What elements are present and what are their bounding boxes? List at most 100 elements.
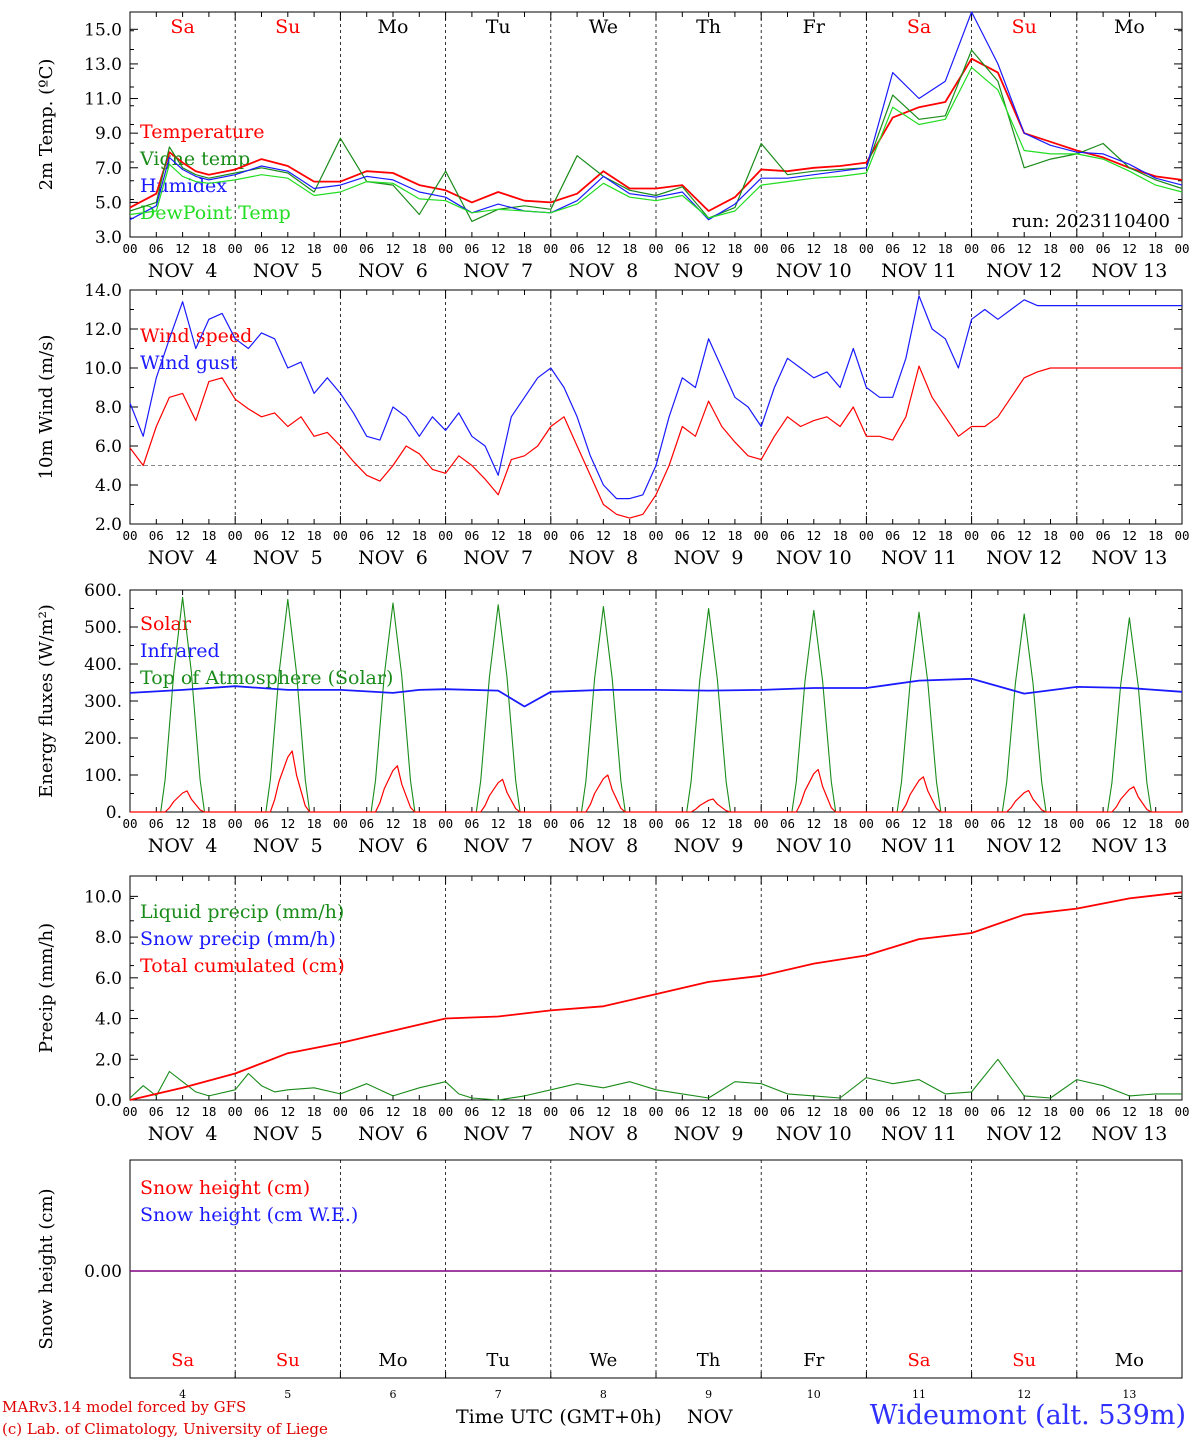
date-label: NOV 8: [569, 835, 639, 857]
day-label: Su: [1012, 16, 1037, 38]
day-label: Fr: [803, 16, 826, 38]
hour-tick-label: 12: [385, 816, 400, 831]
hour-tick-label: 12: [1122, 1104, 1137, 1119]
hour-tick-label: 18: [201, 241, 216, 256]
day-label: We: [589, 16, 618, 38]
hour-tick-label: 18: [1148, 1104, 1163, 1119]
time-axis-label: Time UTC (GMT+0h): [456, 1406, 662, 1428]
hour-tick-label: 00: [1069, 241, 1084, 256]
day-label: Tu: [486, 16, 511, 38]
bottom-day-number: 5: [284, 1388, 291, 1401]
date-label: NOV 7: [463, 835, 533, 857]
date-label: NOV 8: [569, 1123, 639, 1145]
hour-tick-label: 00: [1174, 528, 1189, 543]
hour-tick-label: 18: [517, 816, 532, 831]
hour-tick-label: 00: [543, 816, 558, 831]
hour-tick-label: 12: [385, 528, 400, 543]
date-label: NOV 10: [776, 260, 852, 282]
bottom-day-number: 13: [1122, 1388, 1136, 1401]
legend-temperature: Temperature: [140, 121, 264, 143]
hour-tick-label: 06: [570, 816, 585, 831]
y-axis-label: Energy fluxes (W/m²): [36, 604, 57, 798]
date-label: NOV 5: [253, 547, 323, 569]
hour-tick-label: 00: [543, 528, 558, 543]
hour-tick-label: 18: [622, 1104, 637, 1119]
day-label: Sa: [171, 1350, 194, 1371]
bottom-day-number: 4: [179, 1388, 186, 1401]
hour-tick-label: 00: [1069, 816, 1084, 831]
day-label: Mo: [378, 1350, 407, 1371]
bottom-day-number: 10: [807, 1388, 821, 1401]
hour-tick-label: 12: [280, 816, 295, 831]
hour-tick-label: 06: [990, 528, 1005, 543]
series-wind-speed: [129, 365, 1182, 519]
hour-tick-label: 18: [307, 241, 322, 256]
hour-tick-label: 18: [1043, 528, 1058, 543]
hour-tick-label: 12: [491, 241, 506, 256]
hour-tick-label: 12: [491, 1104, 506, 1119]
hour-tick-label: 00: [754, 241, 769, 256]
hour-tick-label: 00: [122, 1104, 137, 1119]
hour-tick-label: 12: [806, 1104, 821, 1119]
hour-tick-label: 06: [780, 241, 795, 256]
y-tick-label: 600.: [84, 581, 122, 601]
hour-tick-label: 06: [990, 241, 1005, 256]
station-title: Wideumont (alt. 539m): [869, 1400, 1186, 1431]
legend-snow-height-cm-: Snow height (cm): [140, 1177, 310, 1199]
hour-tick-label: 06: [149, 241, 164, 256]
date-label: NOV 4: [148, 260, 218, 282]
bottom-day-number: 12: [1017, 1388, 1031, 1401]
series-total-cumulated: [129, 891, 1183, 1101]
date-label: NOV 4: [148, 835, 218, 857]
hour-tick-label: 00: [859, 528, 874, 543]
date-label: NOV 9: [674, 835, 744, 857]
hour-tick-label: 06: [675, 528, 690, 543]
hour-tick-label: 18: [938, 241, 953, 256]
hour-tick-label: 12: [701, 816, 716, 831]
date-label: NOV 13: [1091, 1123, 1167, 1145]
hour-tick-label: 12: [1017, 241, 1032, 256]
date-label: NOV 7: [463, 260, 533, 282]
hour-tick-label: 06: [570, 241, 585, 256]
hour-tick-label: 12: [911, 816, 926, 831]
y-tick-label: 4.0: [95, 476, 122, 496]
series-temperature: [129, 57, 1183, 212]
hour-tick-label: 06: [254, 528, 269, 543]
day-label: Su: [276, 1350, 300, 1371]
hour-tick-label: 00: [333, 528, 348, 543]
series-infrared: [129, 677, 1183, 708]
date-label: NOV 11: [881, 835, 957, 857]
hour-tick-label: 06: [885, 1104, 900, 1119]
hour-tick-label: 00: [648, 1104, 663, 1119]
y-tick-label: 6.0: [95, 969, 122, 989]
legend-wind-gust: Wind gust: [140, 352, 238, 374]
series-vigne-temp: [129, 49, 1183, 222]
hour-tick-label: 00: [648, 241, 663, 256]
legend-total-cumulated-cm-: Total cumulated (cm): [140, 955, 345, 977]
hour-tick-label: 06: [1096, 816, 1111, 831]
y-axis-label: 10m Wind (m/s): [36, 335, 57, 480]
hour-tick-label: 12: [175, 1104, 190, 1119]
hour-tick-label: 12: [806, 241, 821, 256]
day-label: Su: [275, 16, 300, 38]
hour-tick-label: 18: [307, 528, 322, 543]
hour-tick-label: 00: [122, 528, 137, 543]
hour-tick-label: 06: [254, 1104, 269, 1119]
hour-tick-label: 18: [201, 1104, 216, 1119]
hour-tick-label: 00: [228, 241, 243, 256]
hour-tick-label: 18: [517, 1104, 532, 1119]
date-label: NOV 9: [674, 547, 744, 569]
day-label: Sa: [907, 16, 931, 38]
hour-tick-label: 00: [1174, 1104, 1189, 1119]
y-tick-label: 500.: [84, 618, 122, 638]
y-tick-label: 8.0: [95, 928, 122, 948]
y-tick-label: 9.0: [95, 124, 122, 144]
hour-tick-label: 00: [543, 241, 558, 256]
hour-tick-label: 00: [964, 528, 979, 543]
hour-tick-label: 18: [1148, 241, 1163, 256]
hour-tick-label: 18: [938, 1104, 953, 1119]
date-label: NOV 13: [1091, 260, 1167, 282]
hour-tick-label: 00: [964, 816, 979, 831]
hour-tick-label: 18: [833, 1104, 848, 1119]
